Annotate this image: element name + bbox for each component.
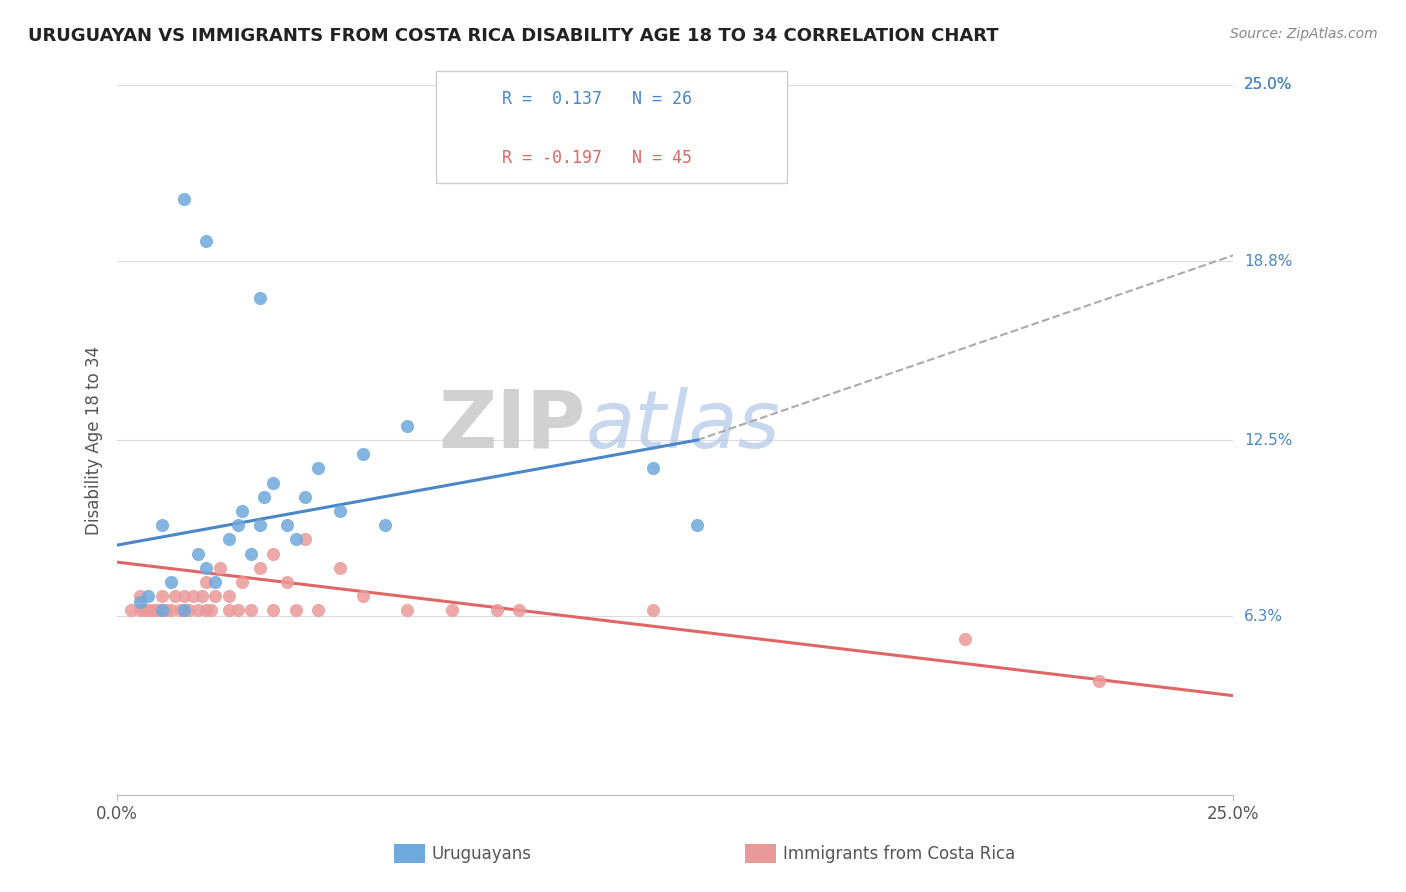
- Point: [240, 603, 263, 617]
- Point: [641, 603, 664, 617]
- Point: [329, 561, 352, 575]
- Text: Uruguayans: Uruguayans: [432, 845, 531, 863]
- Point: [249, 518, 271, 533]
- Point: [165, 589, 187, 603]
- Point: [218, 589, 240, 603]
- Point: [186, 547, 208, 561]
- Point: [142, 603, 165, 617]
- Point: [159, 574, 181, 589]
- Point: [208, 561, 231, 575]
- Text: 12.5%: 12.5%: [1244, 433, 1292, 448]
- Point: [173, 192, 195, 206]
- Text: atlas: atlas: [586, 387, 780, 465]
- Point: [440, 603, 463, 617]
- Point: [195, 574, 218, 589]
- Point: [307, 603, 329, 617]
- Point: [226, 518, 249, 533]
- Point: [352, 589, 374, 603]
- Point: [955, 632, 977, 646]
- Point: [195, 234, 218, 248]
- Point: [276, 518, 298, 533]
- Point: [173, 603, 195, 617]
- Point: [132, 603, 155, 617]
- Text: URUGUAYAN VS IMMIGRANTS FROM COSTA RICA DISABILITY AGE 18 TO 34 CORRELATION CHAR: URUGUAYAN VS IMMIGRANTS FROM COSTA RICA …: [28, 27, 998, 45]
- Point: [155, 603, 177, 617]
- Point: [508, 603, 530, 617]
- Point: [262, 475, 284, 490]
- Point: [150, 603, 173, 617]
- Point: [284, 603, 307, 617]
- Point: [249, 291, 271, 305]
- Point: [240, 547, 263, 561]
- Point: [181, 589, 204, 603]
- Point: [226, 603, 249, 617]
- Point: [173, 589, 195, 603]
- Point: [195, 561, 218, 575]
- Point: [150, 518, 173, 533]
- Point: [218, 533, 240, 547]
- Point: [191, 589, 214, 603]
- Point: [218, 603, 240, 617]
- Point: [169, 603, 191, 617]
- Point: [1088, 674, 1111, 689]
- Point: [352, 447, 374, 461]
- Text: 25.0%: 25.0%: [1244, 78, 1292, 93]
- Point: [374, 518, 396, 533]
- Point: [138, 589, 160, 603]
- Text: ZIP: ZIP: [439, 387, 586, 465]
- Point: [307, 461, 329, 475]
- Point: [128, 589, 150, 603]
- Point: [128, 603, 150, 617]
- Point: [150, 603, 173, 617]
- Point: [150, 589, 173, 603]
- Text: 18.8%: 18.8%: [1244, 253, 1292, 268]
- Point: [195, 603, 218, 617]
- Point: [173, 603, 195, 617]
- Point: [128, 595, 150, 609]
- Y-axis label: Disability Age 18 to 34: Disability Age 18 to 34: [86, 345, 103, 534]
- Text: 25.0%: 25.0%: [1244, 78, 1292, 93]
- Point: [276, 574, 298, 589]
- Text: Source: ZipAtlas.com: Source: ZipAtlas.com: [1230, 27, 1378, 41]
- Point: [177, 603, 200, 617]
- Point: [294, 533, 316, 547]
- Point: [262, 547, 284, 561]
- Point: [231, 504, 253, 518]
- Point: [159, 603, 181, 617]
- Point: [253, 490, 276, 504]
- Text: R =  0.137   N = 26: R = 0.137 N = 26: [502, 90, 692, 108]
- Point: [146, 603, 169, 617]
- Text: 6.3%: 6.3%: [1244, 608, 1284, 624]
- Point: [204, 574, 226, 589]
- Point: [284, 533, 307, 547]
- Point: [262, 603, 284, 617]
- Point: [204, 589, 226, 603]
- Point: [231, 574, 253, 589]
- Point: [200, 603, 222, 617]
- Text: R = -0.197   N = 45: R = -0.197 N = 45: [502, 149, 692, 167]
- Point: [329, 504, 352, 518]
- Text: Immigrants from Costa Rica: Immigrants from Costa Rica: [783, 845, 1015, 863]
- Point: [186, 603, 208, 617]
- Point: [485, 603, 508, 617]
- Point: [396, 603, 419, 617]
- Point: [396, 418, 419, 433]
- Point: [120, 603, 142, 617]
- Point: [641, 461, 664, 475]
- Point: [249, 561, 271, 575]
- Point: [686, 518, 709, 533]
- Point: [138, 603, 160, 617]
- Point: [294, 490, 316, 504]
